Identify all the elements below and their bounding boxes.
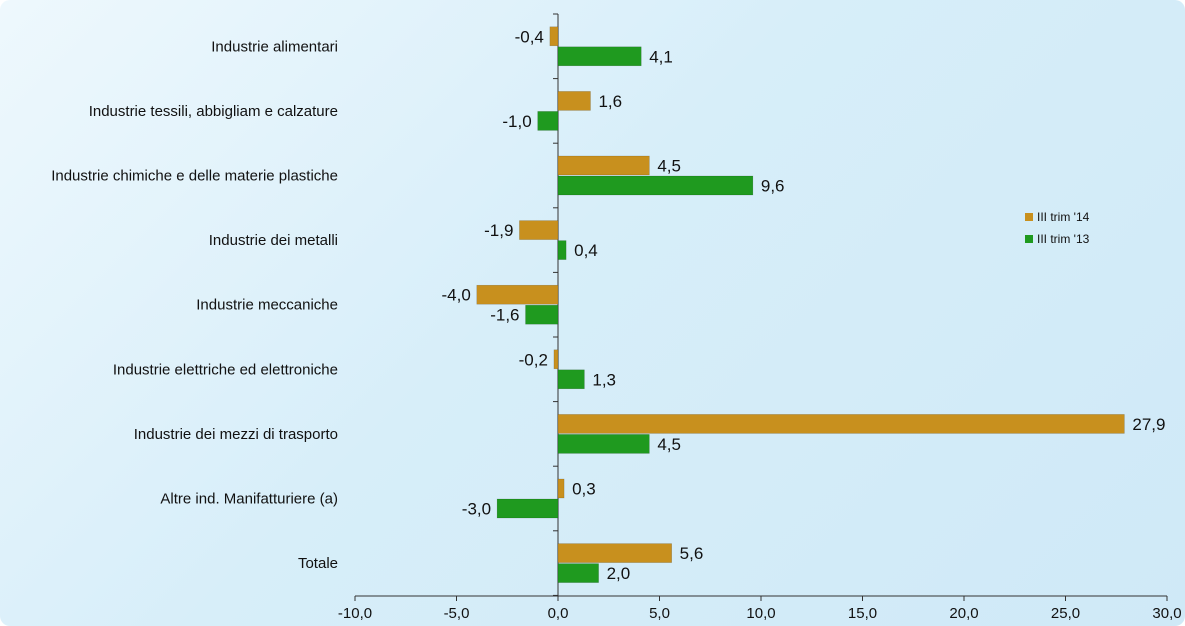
bar-iii-trim-14: [553, 349, 559, 370]
data-label: 27,9: [1132, 415, 1165, 434]
legend-label: III trim '14: [1037, 210, 1090, 224]
category-label: Industrie tessili, abbigliam e calzature: [89, 103, 338, 120]
data-label: 2,0: [607, 564, 631, 583]
data-label: 1,6: [598, 92, 622, 111]
x-tick-label: -5,0: [444, 605, 470, 622]
legend-label: III trim '13: [1037, 232, 1090, 246]
bar-iii-trim-14: [519, 220, 559, 240]
bar-iii-trim-13: [557, 563, 599, 583]
data-label: 4,5: [657, 435, 681, 454]
x-tick-label: 20,0: [949, 605, 978, 622]
category-label: Industrie chimiche e delle materie plast…: [51, 168, 338, 185]
x-tick-label: 25,0: [1051, 605, 1080, 622]
category-label: Industrie dei mezzi di trasporto: [134, 426, 338, 443]
bar-iii-trim-14: [549, 26, 559, 47]
bar-iii-trim-13: [496, 498, 559, 519]
bar-iii-trim-14: [476, 284, 559, 305]
bar-iii-trim-13: [537, 111, 559, 131]
category-label: Industrie alimentari: [211, 38, 338, 55]
bar-iii-trim-13: [557, 434, 650, 454]
data-label: 0,3: [572, 480, 596, 499]
category-label: Industrie meccaniche: [196, 297, 338, 314]
data-label: 5,6: [680, 544, 704, 563]
x-tick-label: 5,0: [649, 605, 670, 622]
bar-iii-trim-13: [557, 369, 585, 390]
data-label: 4,5: [657, 157, 681, 176]
legend-swatch: [1025, 213, 1033, 221]
bar-iii-trim-14: [557, 478, 565, 499]
category-label: Altre ind. Manifatturiere (a): [160, 491, 338, 508]
x-tick-label: 30,0: [1152, 605, 1181, 622]
bar-iii-trim-14: [557, 155, 650, 176]
x-tick-label: 15,0: [848, 605, 877, 622]
data-label: -0,4: [515, 27, 544, 46]
data-label: -1,9: [484, 221, 513, 240]
bar-iii-trim-13: [525, 304, 559, 325]
data-label: -4,0: [442, 286, 471, 305]
bar-iii-trim-13: [557, 46, 642, 67]
x-tick-label: 0,0: [548, 605, 569, 622]
data-label: -1,0: [502, 112, 531, 131]
data-label: 0,4: [574, 241, 598, 260]
x-tick-label: 10,0: [746, 605, 775, 622]
data-label: -1,6: [490, 306, 519, 325]
category-label: Industrie dei metalli: [209, 232, 338, 249]
bar-iii-trim-13: [557, 240, 567, 260]
bar-iii-trim-13: [557, 175, 754, 196]
data-label: 4,1: [649, 47, 673, 66]
x-tick-label: -10,0: [338, 605, 372, 622]
category-label: Industrie elettriche ed elettroniche: [113, 361, 338, 378]
bar-iii-trim-14: [557, 543, 672, 563]
bar-iii-trim-14: [557, 91, 591, 111]
data-label: 9,6: [761, 177, 785, 196]
data-label: -0,2: [519, 350, 548, 369]
bar-iii-trim-14: [557, 414, 1125, 434]
data-label: -3,0: [462, 500, 491, 519]
legend-swatch: [1025, 235, 1033, 243]
category-label: Totale: [298, 555, 338, 572]
data-label: 1,3: [592, 370, 616, 389]
